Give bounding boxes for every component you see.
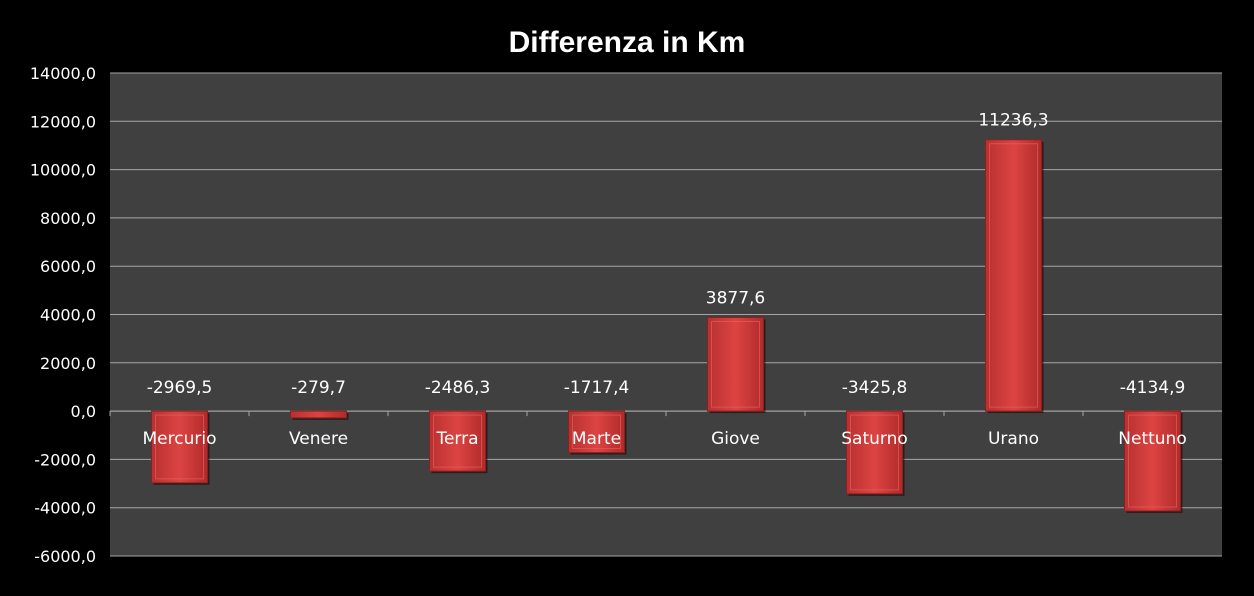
x-category-label: Urano xyxy=(988,429,1039,449)
y-tick-label: 12000,0 xyxy=(30,112,96,131)
bar-marte xyxy=(568,410,625,454)
y-tick-label: 0,0 xyxy=(71,402,96,421)
y-tick-label: 4000,0 xyxy=(40,306,96,325)
data-label: 3877,6 xyxy=(706,288,765,308)
y-tick-label: 6000,0 xyxy=(40,257,96,276)
bar-bevel xyxy=(711,320,760,408)
bar-bevel xyxy=(433,414,482,468)
x-category-label: Giove xyxy=(711,429,760,449)
bar-terra xyxy=(429,410,486,472)
bar-venere xyxy=(290,410,347,419)
data-label: -279,7 xyxy=(291,378,346,398)
y-tick-label: -2000,0 xyxy=(34,450,96,469)
bar-bevel xyxy=(1128,414,1177,508)
y-tick-label: 2000,0 xyxy=(40,354,96,373)
bar-bevel xyxy=(572,414,621,450)
bar-mercurio xyxy=(151,410,208,484)
data-label: -2969,5 xyxy=(147,378,213,398)
bar-giove xyxy=(707,316,764,412)
x-category-label: Mercurio xyxy=(143,429,217,449)
data-label: -1717,4 xyxy=(564,378,630,398)
data-label: 11236,3 xyxy=(978,111,1048,131)
bar-saturno xyxy=(846,410,903,495)
y-tick-label: 10000,0 xyxy=(30,161,96,180)
data-label: -2486,3 xyxy=(425,378,491,398)
bar-nettuno xyxy=(1124,410,1181,512)
bar-bevel xyxy=(989,143,1038,408)
x-category-label: Nettuno xyxy=(1118,429,1186,449)
y-tick-label: 14000,0 xyxy=(30,64,96,83)
x-category-label: Venere xyxy=(289,429,348,449)
y-tick-label: 8000,0 xyxy=(40,209,96,228)
bar-bevel xyxy=(850,414,899,491)
x-category-label: Marte xyxy=(572,429,621,449)
data-label: -3425,8 xyxy=(842,378,908,398)
chart-title: Differenza in Km xyxy=(509,26,746,59)
y-tick-label: -6000,0 xyxy=(34,547,96,566)
data-label: -4134,9 xyxy=(1120,378,1186,398)
bar-urano xyxy=(985,139,1042,412)
bar-bevel xyxy=(155,414,204,480)
x-category-label: Saturno xyxy=(841,429,908,449)
y-tick-label: -4000,0 xyxy=(34,499,96,518)
x-category-label: Terra xyxy=(435,429,478,449)
